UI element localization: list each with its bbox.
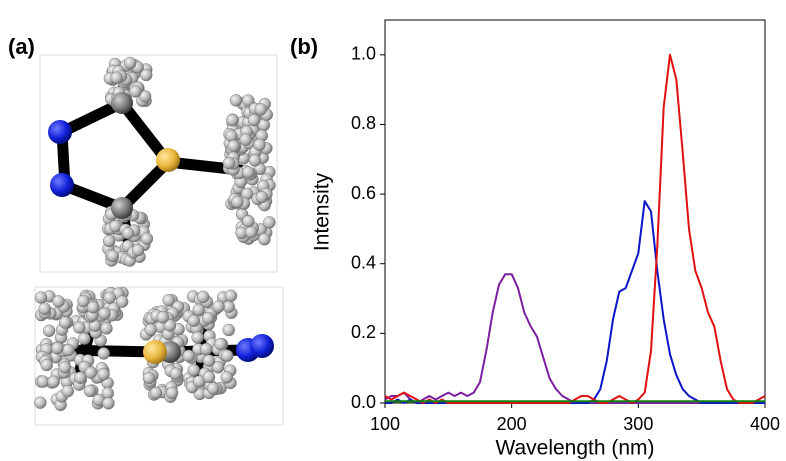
atom — [250, 334, 274, 358]
atom — [215, 338, 227, 350]
atom — [53, 295, 65, 307]
x-tick-label: 100 — [370, 414, 400, 434]
atom — [59, 317, 71, 329]
atom — [48, 376, 60, 388]
atom — [255, 103, 267, 115]
y-axis-label: Intensity — [311, 172, 334, 251]
atom — [188, 315, 200, 327]
atom — [141, 233, 153, 245]
data-line — [385, 55, 765, 403]
y-tick-label: 0.8 — [351, 113, 376, 133]
atom — [51, 342, 63, 354]
atom — [183, 350, 195, 362]
atom — [223, 157, 235, 169]
atom — [188, 364, 200, 376]
atom — [231, 196, 243, 208]
atom — [223, 324, 235, 336]
atom — [221, 350, 233, 362]
atom — [85, 367, 97, 379]
atom — [221, 371, 233, 383]
y-tick-label: 0.2 — [351, 322, 376, 342]
plot-frame — [385, 20, 765, 403]
atom — [166, 387, 178, 399]
atom — [143, 372, 155, 384]
atom — [43, 325, 55, 337]
atom — [143, 340, 167, 364]
atom — [124, 57, 136, 69]
atom — [207, 383, 219, 395]
atom — [245, 226, 257, 238]
atom — [98, 347, 110, 359]
atom — [111, 197, 133, 219]
x-tick-label: 200 — [497, 414, 527, 434]
panel-label: (a) — [8, 34, 35, 59]
atom — [107, 250, 119, 262]
atom — [116, 296, 128, 308]
atom — [98, 308, 110, 320]
atom — [132, 244, 144, 256]
atom — [78, 333, 90, 345]
atom — [145, 324, 157, 336]
atom — [242, 166, 254, 178]
atom — [39, 303, 51, 315]
atom — [249, 154, 261, 166]
atom — [213, 301, 225, 313]
atom — [242, 215, 254, 227]
atom — [202, 312, 214, 324]
y-tick-label: 1.0 — [351, 44, 376, 64]
atom — [50, 173, 74, 197]
atom — [248, 114, 260, 126]
atom — [102, 397, 114, 409]
atom — [225, 290, 237, 302]
x-axis-label: Wavelength (nm) — [495, 437, 654, 460]
atom — [34, 397, 46, 409]
atom — [200, 343, 212, 355]
atom — [157, 311, 169, 323]
y-tick-label: 0.4 — [351, 252, 376, 272]
data-line — [385, 201, 765, 403]
atom — [156, 148, 180, 172]
chart: Intensity Wavelength (nm) 100 200 300 400 0.… — [311, 20, 780, 460]
atom — [129, 85, 141, 97]
atom — [35, 292, 47, 304]
figure: (a) (b) Intensity Wavelength (nm) 100 200… — [0, 0, 786, 461]
atom — [104, 292, 116, 304]
atom — [170, 368, 182, 380]
atom — [256, 191, 268, 203]
atom — [59, 361, 71, 373]
atom — [62, 344, 74, 356]
atom — [258, 233, 270, 245]
atom — [203, 371, 215, 383]
atom — [192, 332, 204, 344]
data-line — [385, 274, 765, 403]
atom — [111, 72, 123, 84]
atom — [253, 139, 265, 151]
atom — [48, 120, 72, 144]
atom — [103, 235, 115, 247]
atom — [150, 387, 162, 399]
atom — [73, 321, 85, 333]
atom — [37, 376, 49, 388]
atom — [263, 216, 275, 228]
atom — [97, 368, 109, 380]
atom — [230, 94, 242, 106]
atom — [203, 355, 215, 367]
atom — [62, 385, 74, 397]
atom — [226, 114, 238, 126]
x-tick-label: 300 — [623, 414, 653, 434]
panel-label: (b) — [290, 34, 318, 59]
atom — [228, 140, 240, 152]
atom — [41, 359, 53, 371]
atom — [122, 227, 134, 239]
atom — [111, 92, 133, 114]
atom — [87, 301, 99, 313]
y-tick-label: 0.6 — [351, 183, 376, 203]
atom — [240, 134, 252, 146]
x-tick-label: 400 — [750, 414, 780, 434]
atom — [74, 372, 86, 384]
y-tick-label: 0.0 — [351, 392, 376, 412]
atom — [84, 385, 96, 397]
atom — [100, 322, 112, 334]
atom — [197, 291, 209, 303]
